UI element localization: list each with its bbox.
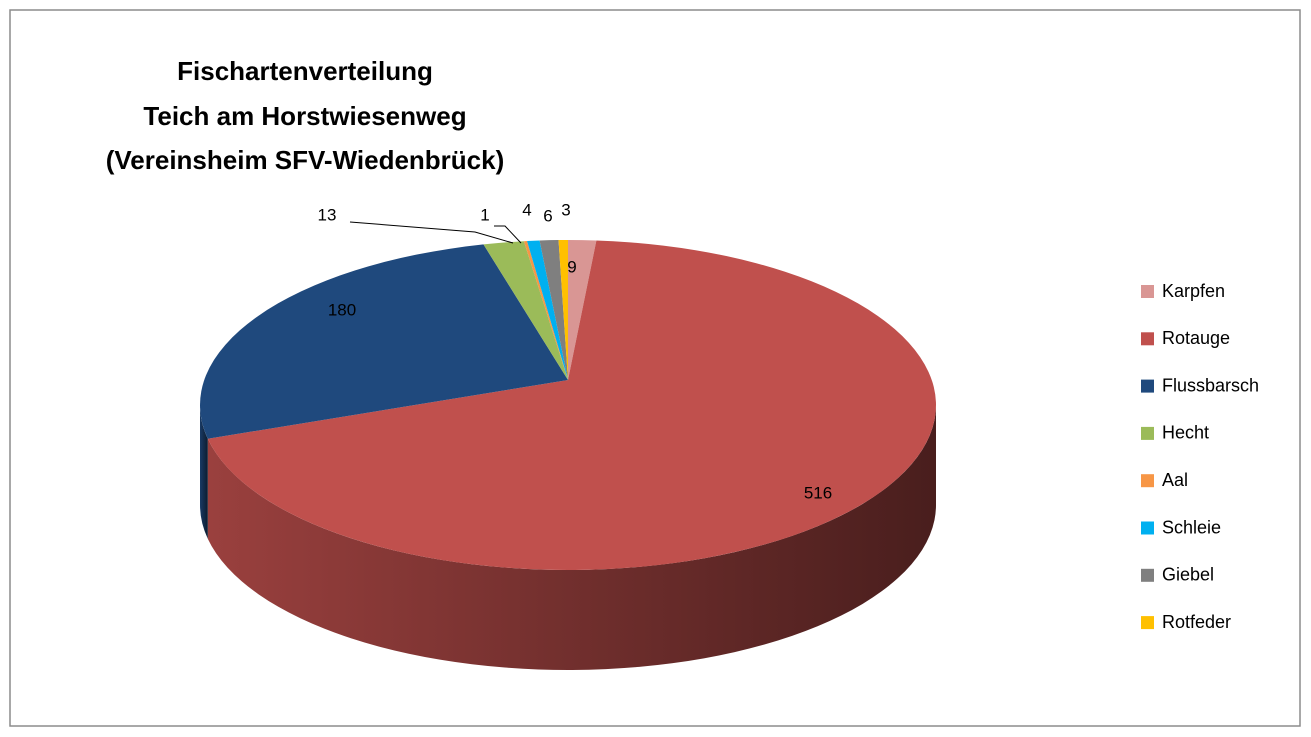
data-label: 180: [328, 300, 356, 319]
legend-label: Flussbarsch: [1162, 375, 1259, 395]
chart-title: (Vereinsheim SFV-Wiedenbrück): [106, 145, 505, 175]
data-label: 4: [522, 200, 531, 219]
legend-swatch: [1141, 379, 1154, 393]
legend-swatch: [1141, 426, 1154, 440]
legend-swatch: [1141, 474, 1154, 488]
chart-title: Fischartenverteilung: [177, 56, 433, 86]
pie-slice: [523, 241, 568, 380]
leader-line: [494, 225, 522, 244]
leader-line: [349, 221, 514, 244]
legend-label: Rotfeder: [1162, 612, 1231, 632]
data-label: 13: [318, 205, 337, 224]
pie-slice: [527, 240, 568, 380]
data-label: 9: [567, 257, 576, 276]
legend-swatch: [1141, 285, 1154, 298]
legend-swatch: [1141, 568, 1154, 582]
pie-slice: [539, 240, 568, 380]
pie-slice: [483, 241, 568, 380]
chart-title: Teich am Horstwiesenweg: [143, 101, 466, 131]
pie-slice: [207, 240, 936, 570]
legend-swatch: [1141, 332, 1154, 346]
pie-slice: [568, 240, 597, 380]
legend-label: Karpfen: [1162, 281, 1225, 301]
legend-label: Schleie: [1162, 517, 1221, 537]
pie-slice: [200, 244, 569, 439]
slice-side: [200, 405, 208, 539]
data-label: 1: [480, 205, 489, 224]
data-label: 516: [804, 483, 832, 502]
legend-label: Hecht: [1162, 423, 1209, 443]
legend-swatch: [1141, 616, 1154, 630]
data-label: 6: [543, 206, 552, 225]
legend-label: Giebel: [1162, 565, 1214, 585]
legend-label: Rotauge: [1162, 328, 1230, 348]
data-label: 3: [561, 200, 570, 219]
legend-swatch: [1141, 521, 1154, 535]
slice-side: [207, 405, 936, 670]
pie-slice: [558, 240, 568, 380]
legend-label: Aal: [1162, 470, 1188, 490]
